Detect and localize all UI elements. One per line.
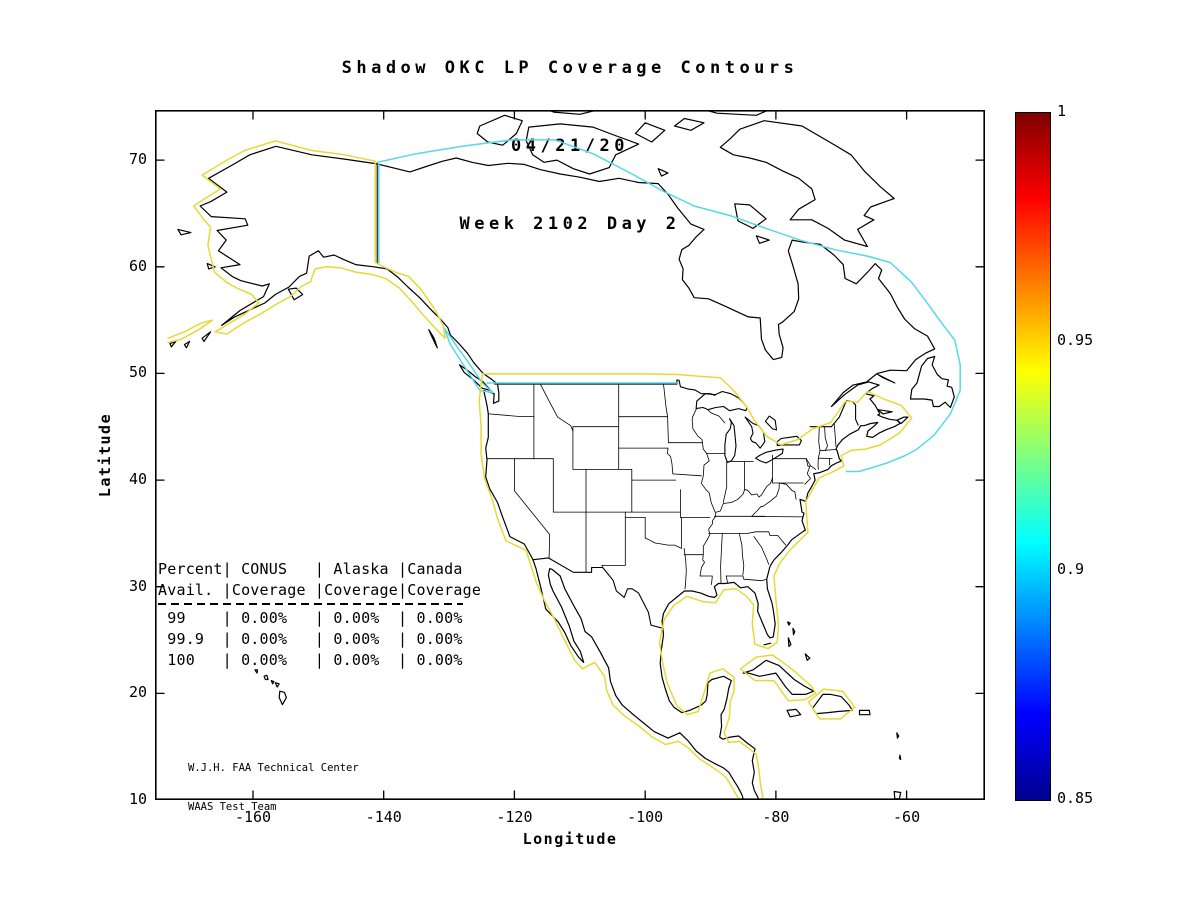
table-row: 99.9 | 0.00% | 0.00% | 0.00%	[158, 630, 463, 648]
colorbar-gradient	[1016, 113, 1050, 800]
y-tick-label: 20	[128, 683, 147, 702]
y-tick-label: 50	[128, 363, 147, 382]
credit-line-1: W.J.H. FAA Technical Center	[188, 762, 359, 774]
contour-095-yellow	[167, 140, 913, 800]
map	[155, 110, 985, 800]
credit-note: W.J.H. FAA Technical Center WAAS Test Te…	[188, 736, 359, 840]
plot-area: Percent| CONUS | Alaska |Canada Avail. |C…	[155, 110, 985, 813]
y-tick-label: 10	[128, 790, 147, 808]
colorbar-tick-label: 0.95	[1057, 330, 1094, 349]
credit-line-2: WAAS Test Team	[188, 801, 277, 813]
coverage-table: Percent| CONUS | Alaska |Canada Avail. |C…	[158, 559, 481, 671]
y-tick-label: 30	[128, 576, 147, 595]
y-tick-label: 40	[128, 470, 147, 489]
x-tick-label: -160	[234, 808, 272, 826]
x-tick-label: -60	[893, 808, 921, 826]
x-tick-label: -100	[627, 808, 664, 826]
x-tick-label: -140	[365, 808, 402, 826]
table-header-line: Percent| CONUS | Alaska |Canada	[158, 560, 463, 578]
state-boundaries	[486, 383, 837, 590]
table-header-line: Avail. |Coverage |Coverage|Coverage	[158, 581, 482, 599]
y-tick-label: 60	[128, 256, 147, 275]
colorbar-tick-label: 1	[1057, 102, 1067, 120]
colorbar-tick-label: 0.9	[1057, 560, 1085, 579]
coastline	[199, 145, 936, 800]
great-lakes	[695, 390, 802, 464]
plot-title: Shadow OKC LP Coverage Contours 04/21/20…	[155, 3, 985, 289]
x-tick-label: -120	[496, 808, 533, 826]
island-outlines	[169, 110, 955, 800]
title-line-3: Week 2102 Day 2	[459, 214, 681, 234]
contour-090-cyan	[376, 139, 961, 473]
x-tick-label: -80	[762, 808, 790, 826]
table-divider	[158, 603, 463, 605]
table-row: 99 | 0.00% | 0.00% | 0.00%	[158, 609, 463, 627]
axes-frame	[155, 110, 985, 800]
title-line-2: 04/21/20	[511, 136, 629, 156]
colorbar-tick-label: 0.85	[1057, 789, 1094, 807]
title-line-1: Shadow OKC LP Coverage Contours	[341, 58, 799, 78]
table-row: 100 | 0.00% | 0.00% | 0.00%	[158, 651, 463, 669]
x-axis-label: Longitude	[522, 830, 618, 848]
y-tick-label: 70	[128, 150, 147, 169]
colorbar	[1015, 112, 1051, 801]
